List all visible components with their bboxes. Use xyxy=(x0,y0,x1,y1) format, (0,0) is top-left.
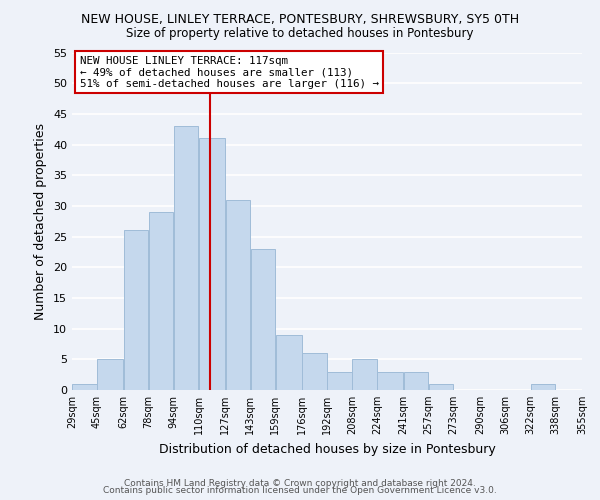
Bar xyxy=(226,200,250,390)
Bar xyxy=(530,384,555,390)
Bar xyxy=(275,335,302,390)
Y-axis label: Number of detached properties: Number of detached properties xyxy=(34,122,47,320)
Bar xyxy=(174,126,199,390)
Bar xyxy=(404,372,428,390)
Bar xyxy=(302,353,327,390)
Bar xyxy=(352,360,377,390)
Bar xyxy=(327,372,352,390)
Bar xyxy=(199,138,225,390)
Bar xyxy=(582,384,600,390)
Bar xyxy=(149,212,173,390)
Text: Contains public sector information licensed under the Open Government Licence v3: Contains public sector information licen… xyxy=(103,486,497,495)
Bar xyxy=(72,384,97,390)
Text: NEW HOUSE, LINLEY TERRACE, PONTESBURY, SHREWSBURY, SY5 0TH: NEW HOUSE, LINLEY TERRACE, PONTESBURY, S… xyxy=(81,12,519,26)
Bar xyxy=(377,372,403,390)
X-axis label: Distribution of detached houses by size in Pontesbury: Distribution of detached houses by size … xyxy=(158,442,496,456)
Bar xyxy=(429,384,454,390)
Text: Size of property relative to detached houses in Pontesbury: Size of property relative to detached ho… xyxy=(126,28,474,40)
Bar xyxy=(124,230,148,390)
Text: Contains HM Land Registry data © Crown copyright and database right 2024.: Contains HM Land Registry data © Crown c… xyxy=(124,478,476,488)
Bar xyxy=(251,249,275,390)
Text: NEW HOUSE LINLEY TERRACE: 117sqm
← 49% of detached houses are smaller (113)
51% : NEW HOUSE LINLEY TERRACE: 117sqm ← 49% o… xyxy=(80,56,379,89)
Bar xyxy=(97,360,124,390)
